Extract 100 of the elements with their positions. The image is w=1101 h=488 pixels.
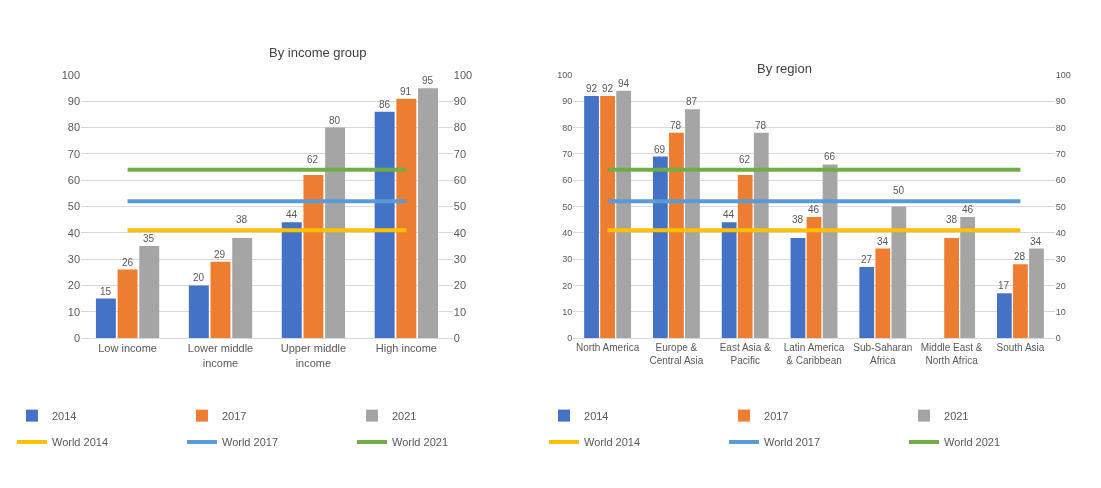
y2-tick-label: 70 — [453, 147, 467, 160]
y-tick-label: 50 — [67, 200, 81, 213]
data-label: 46 — [962, 204, 974, 215]
data-label: 34 — [1030, 236, 1042, 247]
data-label: 28 — [1014, 251, 1026, 262]
bar — [806, 217, 822, 338]
y2-tick-label: 40 — [453, 226, 467, 239]
legend-label: 2014 — [584, 409, 609, 422]
y2-tick-label: 20 — [453, 279, 467, 292]
data-label: 91 — [400, 86, 412, 97]
y2-tick-label: 0 — [1055, 333, 1061, 344]
bar — [790, 238, 806, 338]
legend-label: World 2017 — [221, 436, 279, 449]
bar — [303, 174, 324, 338]
data-label: 44 — [723, 209, 735, 220]
x-tick-label: Lower middle income — [187, 342, 254, 369]
x-tick-label: Europe & Central Asia — [649, 342, 704, 366]
bar — [737, 174, 753, 338]
bar — [139, 245, 160, 338]
data-label: 44 — [286, 209, 298, 220]
y2-tick-label: 50 — [1055, 201, 1066, 212]
bar — [210, 261, 231, 338]
bar — [721, 222, 737, 338]
y-tick-label: 70 — [562, 149, 573, 160]
bar — [753, 132, 769, 338]
x-tick-label: East Asia & Pacific — [719, 342, 772, 366]
y-tick-label: 60 — [562, 175, 573, 186]
legend-label: World 2014 — [51, 436, 109, 449]
legend-label: 2021 — [944, 409, 969, 422]
legend-label: 2017 — [221, 409, 247, 422]
data-label: 50 — [893, 185, 905, 196]
bar — [616, 90, 632, 338]
data-label: 35 — [143, 233, 155, 244]
data-label: 95 — [422, 75, 434, 86]
legend-label: World 2021 — [391, 436, 449, 449]
data-label: 80 — [329, 115, 341, 126]
bar — [117, 269, 138, 338]
legend-label: 2017 — [764, 409, 789, 422]
data-label: 86 — [379, 99, 391, 110]
data-label: 62 — [739, 154, 751, 165]
y2-tick-label: 10 — [1055, 306, 1066, 317]
data-label: 26 — [122, 257, 134, 268]
y-tick-label: 40 — [67, 226, 81, 239]
y-tick-label: 80 — [67, 121, 81, 134]
y-tick-label: 0 — [567, 333, 573, 344]
bar — [891, 206, 907, 338]
y-tick-label: 10 — [562, 306, 573, 317]
bar — [960, 217, 976, 338]
y2-tick-label: 100 — [453, 68, 473, 81]
y-tick-label: 20 — [562, 280, 573, 291]
y-tick-label: 40 — [562, 227, 573, 238]
x-tick-label: North America — [575, 342, 640, 353]
x-tick-label: Upper middle income — [280, 342, 347, 369]
bar — [418, 88, 438, 338]
y2-tick-label: 80 — [1055, 122, 1066, 133]
bar — [374, 111, 395, 338]
bar — [325, 127, 346, 338]
y2-tick-label: 100 — [1055, 70, 1071, 81]
data-label: 38 — [946, 214, 958, 225]
y-tick-label: 0 — [73, 331, 81, 344]
y-tick-label: 100 — [557, 70, 573, 81]
data-label: 66 — [824, 151, 836, 162]
y2-tick-label: 10 — [453, 305, 467, 318]
chart-title: By income group — [269, 45, 367, 60]
legend-label: World 2014 — [584, 436, 641, 449]
bar — [1029, 248, 1044, 338]
data-label: 87 — [686, 96, 698, 107]
y-tick-label: 30 — [67, 252, 81, 265]
bar — [232, 238, 253, 338]
x-tick-label: South Asia — [996, 342, 1045, 353]
x-tick-label: Sub-Saharan Africa — [853, 342, 913, 366]
bar — [600, 96, 615, 338]
data-label: 62 — [307, 154, 319, 165]
data-label: 27 — [861, 254, 873, 265]
bar — [685, 109, 700, 338]
bar — [652, 156, 668, 338]
data-label: 17 — [998, 280, 1010, 291]
chart-title: By region — [757, 61, 812, 76]
x-tick-label: High income — [375, 342, 437, 355]
y2-tick-label: 0 — [453, 331, 460, 344]
data-label: 69 — [654, 144, 666, 155]
y2-tick-label: 40 — [1055, 227, 1066, 238]
bar — [669, 132, 684, 338]
bar — [281, 222, 302, 338]
y2-tick-label: 70 — [1055, 149, 1066, 160]
y2-tick-label: 80 — [453, 121, 467, 134]
bar — [188, 285, 209, 338]
y-tick-label: 30 — [562, 254, 573, 265]
bar — [859, 266, 875, 338]
data-label: 34 — [877, 236, 889, 247]
data-label: 46 — [808, 204, 820, 215]
bar — [875, 248, 891, 338]
bar — [944, 238, 960, 338]
bar — [396, 98, 417, 338]
data-label: 29 — [214, 249, 226, 260]
data-label: 92 — [586, 83, 598, 94]
data-label: 94 — [618, 78, 630, 89]
bar — [1013, 264, 1028, 338]
y-tick-label: 10 — [67, 305, 81, 318]
y-tick-label: 100 — [61, 68, 81, 81]
